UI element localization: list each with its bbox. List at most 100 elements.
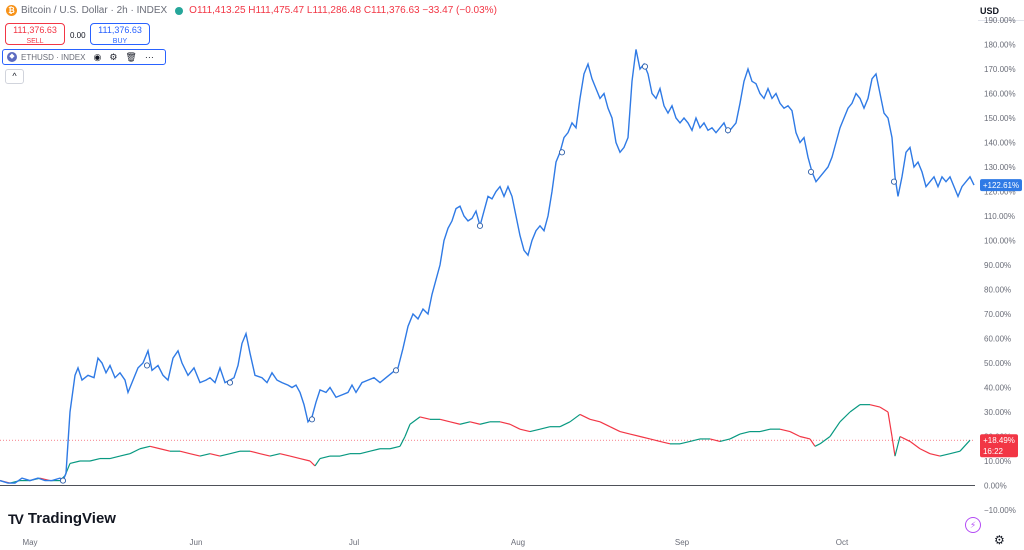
y-tick-label: 30.00% xyxy=(984,408,1011,417)
btc-segment xyxy=(129,448,141,455)
currency-button[interactable]: USD xyxy=(980,6,1000,16)
y-tick-label: 190.00% xyxy=(984,16,1016,25)
btc-segment xyxy=(891,436,896,457)
symbol-title[interactable]: Bitcoin / U.S. Dollar · 2h · INDEX xyxy=(21,5,168,16)
eye-icon[interactable]: ◉ xyxy=(93,51,102,62)
ohlc-change: −33.47 (−0.03%) xyxy=(422,5,497,16)
y-tick-label: 150.00% xyxy=(984,114,1016,123)
btc-segment xyxy=(179,450,191,455)
btc-segment xyxy=(369,448,381,452)
market-status-icon xyxy=(175,6,184,15)
compare-symbol-row[interactable]: ◆ ETHUSD · INDEX ◉ ⚙ 🗑 ··· xyxy=(2,49,166,65)
event-marker xyxy=(226,379,234,386)
bitcoin-icon: ₿ xyxy=(6,5,17,16)
sell-button[interactable]: 111,376.63 SELL xyxy=(5,23,65,45)
y-tick-label: 170.00% xyxy=(984,65,1016,74)
btc-segment xyxy=(819,436,831,445)
btc-segment xyxy=(559,421,571,428)
tradingview-logo[interactable]: TV TradingView xyxy=(8,510,116,527)
btc-segment xyxy=(679,440,691,445)
brand-name: TradingView xyxy=(27,510,116,527)
btc-segment xyxy=(809,438,816,447)
btc-segment xyxy=(469,421,481,425)
eth-last-label: +122.61% xyxy=(983,181,1019,190)
btc-segment xyxy=(894,436,901,457)
btc-segment xyxy=(139,445,151,450)
y-tick-label: 180.00% xyxy=(984,41,1016,50)
btc-segment xyxy=(919,448,931,455)
event-marker xyxy=(308,416,316,423)
btc-segment xyxy=(539,426,551,430)
btc-segment xyxy=(319,455,331,460)
trash-icon[interactable]: 🗑 xyxy=(125,51,137,62)
btc-segment xyxy=(199,453,211,457)
y-tick-label: 110.00% xyxy=(984,212,1015,221)
btc-segment xyxy=(609,426,621,433)
btc-segment xyxy=(499,421,511,425)
ohlc-open-label: O xyxy=(189,5,197,16)
btc-segment xyxy=(629,433,641,438)
btc-last-label: +18.49% xyxy=(983,436,1015,445)
btc-segment xyxy=(69,460,81,465)
btc-segment xyxy=(619,431,631,435)
btc-segment xyxy=(869,404,881,408)
btc-segment xyxy=(909,440,921,450)
btc-segment xyxy=(419,416,431,420)
x-tick-label: Sep xyxy=(675,538,690,547)
buy-button[interactable]: 111,376.63 BUY xyxy=(90,23,150,45)
compare-symbol-label[interactable]: ETHUSD · INDEX xyxy=(21,52,86,62)
chart-legend: ₿ Bitcoin / U.S. Dollar · 2h · INDEX O 11… xyxy=(6,5,497,16)
btc-segment xyxy=(887,411,893,437)
event-marker xyxy=(392,367,400,374)
btc-segment xyxy=(839,411,851,423)
event-marker xyxy=(724,127,732,134)
bolt-icon[interactable]: ⚡ xyxy=(965,517,981,533)
event-marker xyxy=(641,63,649,70)
tradingview-logo-icon: TV xyxy=(8,510,24,527)
ohlc-open: 111,413.25 xyxy=(196,5,246,16)
x-tick-label: Jul xyxy=(349,538,359,547)
ohlc-high-label: H xyxy=(248,5,256,16)
btc-segment xyxy=(689,438,701,442)
btc-segment xyxy=(389,445,401,450)
ohlc-close-label: C xyxy=(363,5,372,16)
btc-segment xyxy=(449,421,461,425)
y-tick-label: 0.00% xyxy=(984,482,1007,491)
btc-last-label-bg xyxy=(980,434,1018,458)
y-tick-label: 120.00% xyxy=(984,188,1016,197)
btc-segment xyxy=(409,416,421,425)
y-tick-label: 130.00% xyxy=(984,163,1016,172)
event-marker xyxy=(558,149,566,156)
btc-segment xyxy=(929,453,941,457)
btc-segment xyxy=(279,453,291,457)
settings-icon[interactable]: ⚙ xyxy=(109,51,118,62)
btc-segment xyxy=(569,413,581,423)
collapse-legend-button[interactable]: ^ xyxy=(5,69,24,84)
btc-segment xyxy=(959,439,971,452)
btc-segment xyxy=(799,435,811,440)
btc-segment xyxy=(209,453,221,457)
event-marker xyxy=(143,362,151,369)
btc-segment xyxy=(309,460,316,467)
y-tick-label: 50.00% xyxy=(984,359,1011,368)
y-tick-label: 70.00% xyxy=(984,310,1011,319)
btc-segment xyxy=(719,438,731,442)
event-marker xyxy=(476,222,484,229)
btc-segment xyxy=(829,421,841,437)
gear-icon[interactable]: ⚙ xyxy=(994,533,1005,547)
btc-segment xyxy=(404,424,411,437)
btc-segment xyxy=(659,440,671,445)
y-tick-label: 60.00% xyxy=(984,335,1011,344)
ohlc-low: 111,286.48 xyxy=(312,5,362,16)
btc-segment xyxy=(299,457,311,462)
y-tick-label: 40.00% xyxy=(984,384,1011,393)
btc-segment xyxy=(814,443,821,447)
more-icon[interactable]: ··· xyxy=(144,52,154,62)
btc-segment xyxy=(739,431,751,435)
btc-segment xyxy=(849,404,861,413)
btc-segment xyxy=(939,453,951,457)
btc-segment xyxy=(339,453,351,457)
btc-segment xyxy=(639,435,651,440)
y-tick-label: 10.00% xyxy=(984,457,1011,466)
